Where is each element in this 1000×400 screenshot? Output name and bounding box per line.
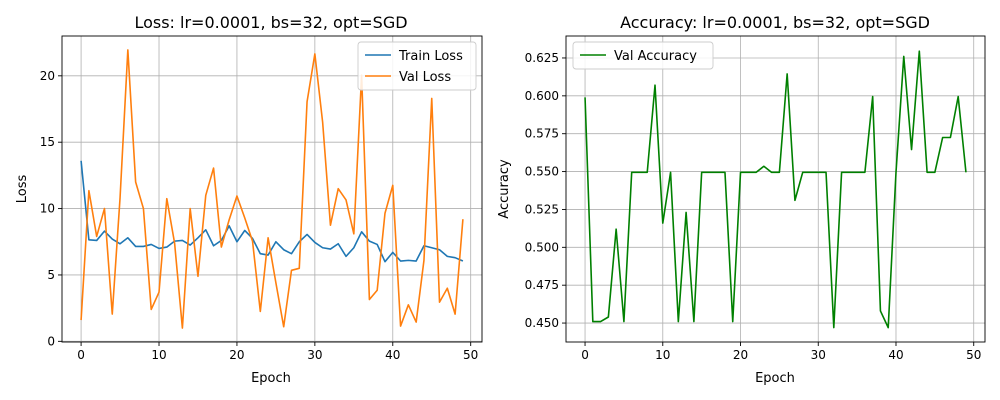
x-axis-ticks: 0 10 20 30 40 50 [581, 342, 981, 362]
legend-label: Val Loss [399, 70, 451, 85]
legend: Train Loss Val Loss [357, 41, 477, 91]
y-axis-label: Accuracy [497, 159, 512, 219]
y-tick-label: 0.625 [525, 51, 559, 65]
x-tick-label: 0 [581, 348, 589, 362]
x-tick-label: 10 [151, 348, 166, 362]
x-tick-label: 50 [463, 348, 478, 362]
y-tick-label: 15 [40, 135, 55, 149]
accuracy-chart: Accuracy: lr=0.0001, bs=32, opt=SGD Epoc… [497, 13, 986, 386]
chart-title: Accuracy: lr=0.0001, bs=32, opt=SGD [620, 13, 930, 32]
y-tick-label: 5 [47, 268, 55, 282]
x-tick-label: 20 [733, 348, 748, 362]
x-tick-label: 30 [307, 348, 322, 362]
y-tick-label: 10 [40, 202, 55, 216]
y-axis-label: Loss [15, 175, 30, 204]
y-axis-ticks: 0 5 10 15 20 [40, 69, 62, 348]
x-tick-label: 30 [811, 348, 826, 362]
x-tick-label: 0 [77, 348, 85, 362]
legend: Val Accuracy [572, 41, 714, 70]
x-axis-label: Epoch [251, 371, 291, 386]
x-axis-label: Epoch [755, 371, 795, 386]
plot-frame [61, 35, 483, 343]
series-line [80, 160, 464, 263]
x-tick-label: 50 [966, 348, 981, 362]
chart-title: Loss: lr=0.0001, bs=32, opt=SGD [134, 13, 407, 32]
series-line [80, 49, 464, 329]
x-axis-ticks: 0 10 20 30 40 50 [77, 342, 478, 362]
legend-label: Val Accuracy [614, 49, 697, 64]
y-tick-label: 0.500 [525, 240, 559, 254]
y-axis-ticks: 0.450 0.475 0.500 0.525 0.550 0.575 0.600 0.625 [525, 51, 566, 330]
y-tick-label: 0 [47, 334, 55, 348]
legend-frame [357, 41, 477, 91]
legend-label: Train Loss [398, 49, 463, 64]
plot-frame [565, 35, 986, 343]
series-line [584, 50, 967, 329]
series-lines [80, 49, 464, 329]
y-tick-label: 20 [40, 69, 55, 83]
y-tick-label: 0.600 [525, 89, 559, 103]
legend-frame [572, 41, 714, 70]
x-tick-label: 10 [655, 348, 670, 362]
y-tick-label: 0.575 [525, 127, 559, 141]
x-tick-label: 20 [229, 348, 244, 362]
x-tick-label: 40 [385, 348, 400, 362]
y-tick-label: 0.450 [525, 316, 559, 330]
loss-chart: Loss: lr=0.0001, bs=32, opt=SGD Epoch Lo… [15, 13, 483, 386]
y-tick-label: 0.525 [525, 202, 559, 216]
x-tick-label: 40 [888, 348, 903, 362]
y-tick-label: 0.550 [525, 165, 559, 179]
y-tick-label: 0.475 [525, 278, 559, 292]
series-lines [584, 50, 967, 329]
